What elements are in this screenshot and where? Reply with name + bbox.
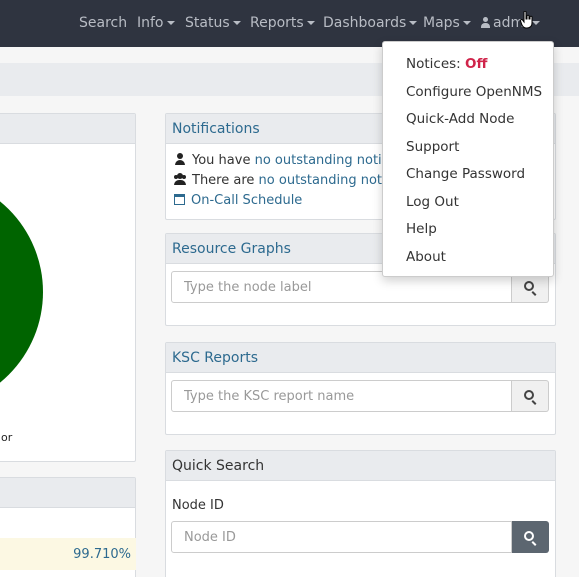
quick-search-panel: Quick Search Node ID xyxy=(165,450,556,577)
ksc-reports-search-button[interactable] xyxy=(512,380,549,412)
top-navbar: Search Info Status Reports Dashboards Ma… xyxy=(0,0,579,47)
menu-item-change-password[interactable]: Change Password xyxy=(406,166,526,182)
node-label-search-input[interactable] xyxy=(171,271,512,303)
nav-status-menu[interactable]: Status xyxy=(185,15,241,31)
nav-info-menu[interactable]: Info xyxy=(137,15,175,31)
nav-dashboards-menu[interactable]: Dashboards xyxy=(323,15,418,31)
user-icon xyxy=(481,17,490,28)
search-icon xyxy=(524,531,534,541)
user-notices-link[interactable]: no outstanding notices xyxy=(254,153,404,168)
menu-item-quick-add-node[interactable]: Quick-Add Node xyxy=(406,111,515,127)
nodes-with-outages-panel: or xyxy=(0,113,136,462)
user-dropdown-menu: Notices: Off Configure OpenNMS Quick-Add… xyxy=(382,41,554,277)
availability-panel: 99.710% xyxy=(0,477,136,577)
menu-item-support[interactable]: Support xyxy=(406,139,460,155)
user-notices-row: You have no outstanding notices xyxy=(174,153,404,168)
notices-status: Off xyxy=(465,56,488,72)
panel-header: KSC Reports xyxy=(166,343,555,373)
user-icon xyxy=(174,153,186,165)
menu-item-notices[interactable]: Notices: Off xyxy=(406,56,488,72)
menu-item-configure-opennms[interactable]: Configure OpenNMS xyxy=(406,84,543,100)
nav-maps-menu[interactable]: Maps xyxy=(423,15,471,31)
caret-down-icon xyxy=(462,21,471,25)
caret-down-icon xyxy=(232,21,241,25)
search-icon xyxy=(524,390,534,400)
caret-down-icon xyxy=(409,21,418,25)
oncall-schedule-link[interactable]: On-Call Schedule xyxy=(191,193,303,208)
calendar-icon xyxy=(174,194,185,205)
oncall-row: On-Call Schedule xyxy=(174,193,302,208)
panel-title: KSC Reports xyxy=(172,350,258,366)
ksc-reports-panel: KSC Reports xyxy=(165,342,556,435)
pie-slice[interactable] xyxy=(0,175,43,402)
resource-graphs-panel: Resource Graphs xyxy=(165,233,556,326)
group-notices-link[interactable]: no outstanding notice xyxy=(258,173,401,188)
group-notices-row: There are no outstanding notice xyxy=(174,173,401,188)
hand-cursor-icon xyxy=(520,11,533,29)
panel-title: Resource Graphs xyxy=(172,241,291,257)
availability-row[interactable]: 99.710% xyxy=(0,538,136,570)
panel-header xyxy=(0,114,135,144)
outage-pie-chart xyxy=(0,175,43,402)
nav-search[interactable]: Search xyxy=(79,15,128,31)
panel-title: Notifications xyxy=(172,121,260,137)
users-icon xyxy=(174,173,186,185)
node-id-search-button[interactable] xyxy=(512,521,549,553)
nav-reports-menu[interactable]: Reports xyxy=(250,15,315,31)
menu-item-help[interactable]: Help xyxy=(406,221,437,237)
nav-user-menu[interactable]: adm xyxy=(481,15,541,31)
search-icon xyxy=(524,281,534,291)
node-id-input[interactable] xyxy=(171,521,512,553)
menu-item-about[interactable]: About xyxy=(406,249,446,265)
panel-header xyxy=(0,478,135,508)
panel-title: Quick Search xyxy=(172,458,265,474)
ksc-report-search-input[interactable] xyxy=(171,380,512,412)
menu-item-log-out[interactable]: Log Out xyxy=(406,194,459,210)
caret-down-icon xyxy=(306,21,315,25)
node-id-label: Node ID xyxy=(172,498,224,513)
panel-header: Quick Search xyxy=(166,451,555,481)
caret-down-icon xyxy=(532,21,541,25)
caret-down-icon xyxy=(166,21,175,25)
chart-legend-fragment: or xyxy=(1,431,13,444)
availability-value[interactable]: 99.710% xyxy=(73,547,131,562)
